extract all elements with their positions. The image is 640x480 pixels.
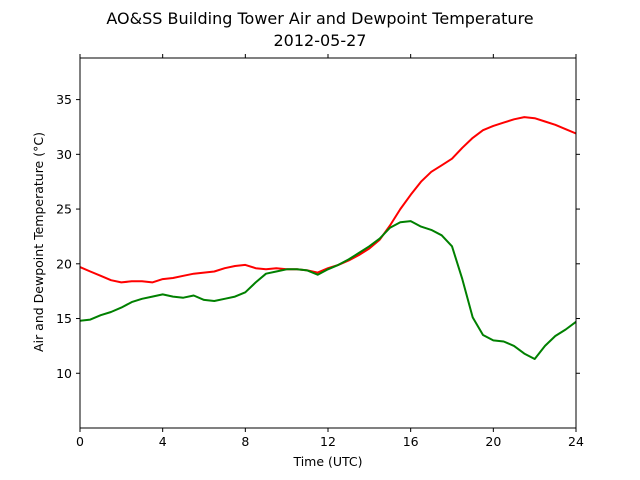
series-line-2 — [79, 220, 577, 360]
y-axis-label: Air and Dewpoint Temperature (°C) — [31, 132, 46, 352]
y-tick-label: 25 — [56, 202, 72, 217]
y-tick-label: 35 — [56, 92, 72, 107]
x-tick-label: 4 — [159, 434, 167, 449]
x-tick-label: 12 — [320, 434, 336, 449]
x-tick-label: 20 — [485, 434, 501, 449]
series-line-1 — [79, 116, 577, 284]
x-tick-label: 0 — [76, 434, 84, 449]
x-tick-label: 16 — [403, 434, 419, 449]
x-axis-label: Time (UTC) — [292, 454, 362, 469]
plot-frame — [79, 57, 577, 429]
y-tick-label: 20 — [56, 256, 72, 271]
x-tick-label: 24 — [568, 434, 584, 449]
y-tick-label: 10 — [56, 366, 72, 381]
y-tick-label: 15 — [56, 311, 72, 326]
plot-area: 0 4 8 12 16 20 24 10 15 20 25 30 35 — [56, 54, 584, 449]
x-tick-label: 8 — [241, 434, 249, 449]
y-tick-label: 30 — [56, 147, 72, 162]
chart-title: AO&SS Building Tower Air and Dewpoint Te… — [106, 9, 533, 28]
chart-subtitle: 2012-05-27 — [274, 31, 367, 50]
